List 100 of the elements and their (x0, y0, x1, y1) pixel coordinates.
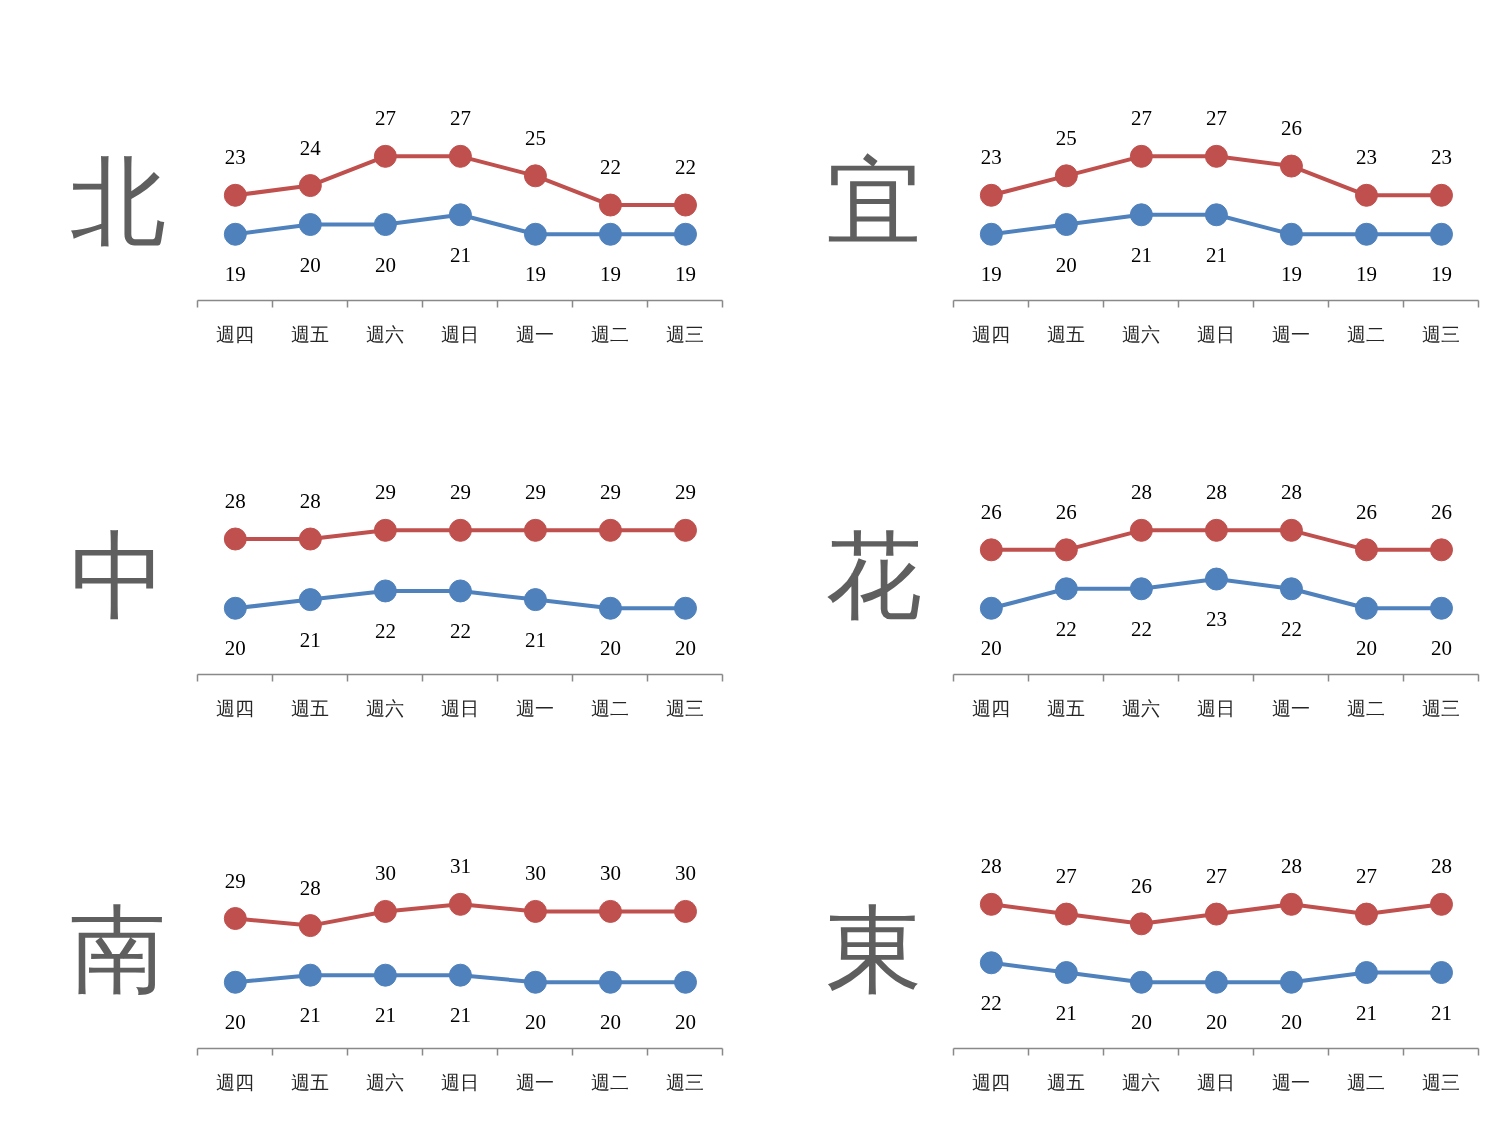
data-label: 21 (299, 1003, 321, 1028)
data-label: 23 (1430, 145, 1452, 170)
x-tick-label: 週六 (366, 1071, 405, 1093)
data-label: 21 (449, 1003, 471, 1028)
x-tick-label: 週四 (972, 697, 1011, 719)
data-label: 30 (599, 861, 621, 886)
x-tick-label: 週三 (666, 323, 705, 345)
x-tick-label: 週二 (1347, 1071, 1386, 1093)
data-label: 25 (524, 125, 546, 150)
chart-title: 北 (69, 146, 166, 259)
data-label: 20 (674, 1010, 696, 1035)
data-label: 31 (449, 854, 471, 879)
x-tick-label: 週六 (1122, 697, 1161, 719)
x-tick-label: 週日 (441, 697, 480, 719)
data-label: 19 (1280, 262, 1302, 287)
x-tick-label: 週五 (291, 323, 330, 345)
data-label: 29 (224, 868, 246, 893)
x-tick-label: 週五 (1047, 323, 1086, 345)
data-label: 21 (1355, 1000, 1377, 1025)
data-label: 28 (1130, 480, 1152, 505)
x-tick-label: 週二 (591, 1071, 630, 1093)
data-label: 30 (674, 861, 696, 886)
data-label: 29 (599, 480, 621, 505)
chart-title: 宜 (825, 146, 922, 259)
data-label: 20 (224, 1010, 246, 1035)
x-tick-label: 週五 (1047, 1071, 1086, 1093)
data-label: 28 (224, 489, 246, 513)
x-tick-label: 週四 (972, 323, 1011, 345)
data-label: 22 (599, 155, 621, 180)
x-tick-label: 週五 (291, 1071, 330, 1093)
data-label: 28 (1280, 480, 1302, 505)
x-tick-label: 週一 (516, 1071, 555, 1093)
data-label: 20 (1205, 1010, 1227, 1035)
data-label: 27 (449, 106, 471, 131)
x-tick-label: 週一 (516, 323, 555, 345)
data-label: 23 (1205, 607, 1227, 632)
data-label: 29 (674, 480, 696, 505)
x-tick-label: 週日 (1197, 1071, 1236, 1093)
data-label: 22 (1280, 616, 1302, 641)
data-label: 21 (1130, 242, 1152, 267)
data-label: 26 (1280, 116, 1302, 141)
data-label: 21 (374, 1003, 396, 1028)
x-tick-label: 週四 (216, 1071, 255, 1093)
data-label: 28 (299, 875, 321, 900)
data-label: 22 (1055, 616, 1077, 641)
x-tick-label: 週六 (1122, 323, 1161, 345)
data-label: 22 (980, 990, 1002, 1015)
data-label: 28 (299, 489, 321, 513)
data-label: 23 (1355, 145, 1377, 170)
data-label: 19 (1355, 262, 1377, 287)
data-label: 26 (980, 499, 1002, 524)
x-tick-label: 週二 (591, 697, 630, 719)
data-label: 20 (599, 1010, 621, 1035)
chart-title: 東 (825, 894, 922, 1007)
x-tick-label: 週四 (216, 697, 255, 719)
data-label: 23 (224, 145, 246, 170)
data-label: 21 (1430, 1000, 1452, 1025)
x-tick-label: 週六 (1122, 1071, 1161, 1093)
x-tick-label: 週六 (366, 697, 405, 719)
data-label: 20 (599, 636, 621, 661)
data-label: 28 (980, 854, 1002, 879)
data-label: 20 (1130, 1010, 1152, 1035)
data-label: 22 (374, 618, 396, 643)
chart-title: 花 (825, 520, 922, 633)
x-tick-label: 週四 (216, 323, 255, 345)
data-label: 19 (524, 262, 546, 287)
x-tick-label: 週三 (666, 1071, 705, 1093)
x-tick-label: 週一 (1272, 697, 1311, 719)
x-tick-label: 週五 (1047, 697, 1086, 719)
data-label: 19 (674, 262, 696, 287)
data-label: 25 (1055, 125, 1077, 150)
x-tick-label: 週日 (1197, 323, 1236, 345)
data-label: 20 (374, 252, 396, 277)
data-label: 24 (299, 135, 322, 160)
data-label: 26 (1355, 499, 1377, 524)
data-label: 21 (524, 627, 546, 652)
data-label: 19 (599, 262, 621, 287)
data-label: 22 (1130, 616, 1152, 641)
x-tick-label: 週四 (972, 1071, 1011, 1093)
data-label: 29 (449, 480, 471, 505)
data-label: 30 (374, 861, 396, 886)
x-tick-label: 週二 (1347, 323, 1386, 345)
x-tick-label: 週二 (1347, 697, 1386, 719)
data-label: 27 (1130, 106, 1152, 131)
data-label: 21 (299, 627, 321, 652)
data-label: 29 (524, 480, 546, 505)
data-label: 19 (1430, 262, 1452, 287)
data-label: 19 (224, 262, 246, 287)
data-label: 26 (1130, 873, 1152, 898)
x-tick-label: 週三 (1422, 323, 1461, 345)
data-label: 26 (1055, 499, 1077, 524)
data-label: 22 (674, 155, 696, 180)
data-label: 19 (980, 262, 1002, 287)
x-tick-label: 週三 (666, 697, 705, 719)
x-tick-label: 週五 (291, 697, 330, 719)
x-tick-label: 週六 (366, 323, 405, 345)
x-tick-label: 週三 (1422, 697, 1461, 719)
data-label: 21 (1205, 242, 1227, 267)
chart-title: 南 (69, 894, 166, 1007)
data-label: 21 (449, 242, 471, 267)
